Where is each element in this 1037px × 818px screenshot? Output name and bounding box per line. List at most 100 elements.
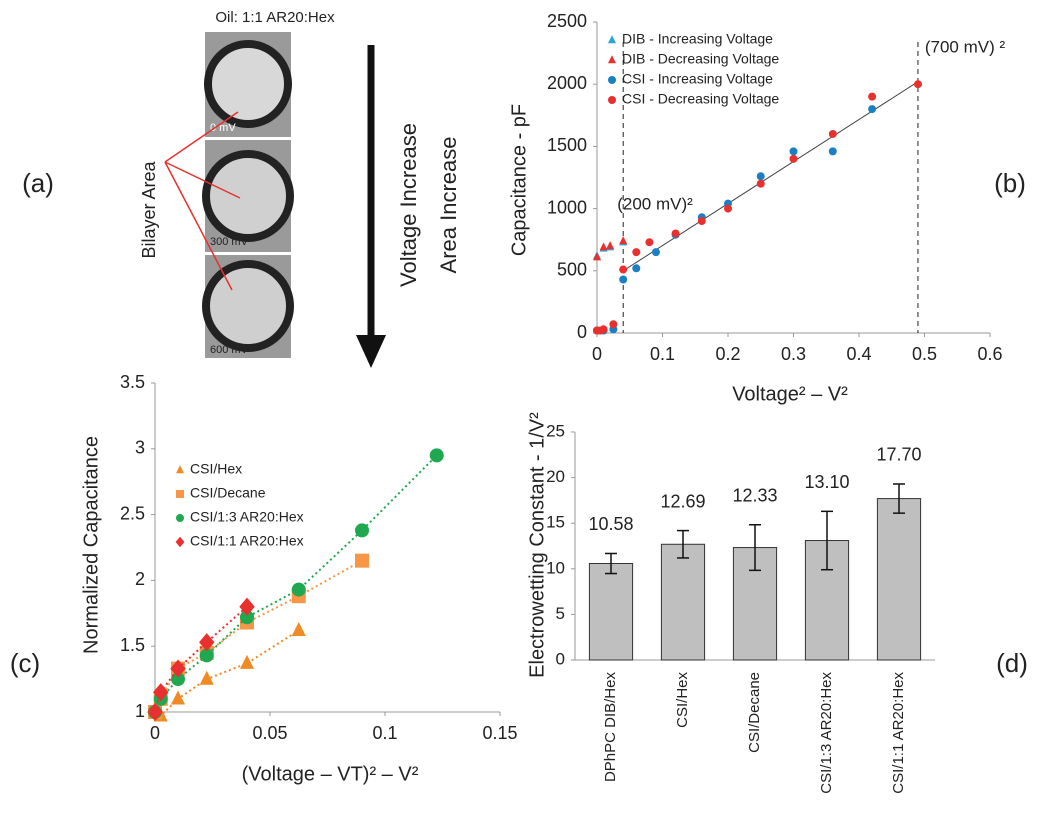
marker <box>355 553 369 568</box>
marker <box>608 76 616 84</box>
marker <box>355 523 369 538</box>
marker <box>240 654 254 669</box>
series-line <box>154 605 248 713</box>
y-tick-label: 10 <box>546 558 565 577</box>
marker <box>651 248 660 257</box>
fit-line <box>622 81 919 272</box>
x-axis-title: (Voltage – VT)² – V² <box>242 763 419 785</box>
marker <box>170 659 186 678</box>
bar <box>588 563 634 661</box>
marker <box>153 683 169 702</box>
series-line <box>154 454 438 713</box>
y-tick-label: 2000 <box>547 73 587 93</box>
y-axis-title: Normalized Capacitance <box>80 436 102 654</box>
y-tick-label: 1500 <box>547 135 587 155</box>
marker <box>756 179 765 188</box>
marker <box>606 241 615 250</box>
marker <box>171 672 185 687</box>
y-axis-title: Electrowetting Constant - 1/V² <box>526 412 548 678</box>
bar <box>660 543 706 661</box>
annotation: (700 mV) ² <box>925 37 1006 56</box>
marker <box>619 265 628 274</box>
marker <box>291 622 306 637</box>
marker <box>239 597 255 616</box>
x-tick-label: 0 <box>150 723 160 743</box>
x-tick-label: CSI/1:1 AR20:Hex <box>890 672 907 794</box>
series-line <box>154 559 363 713</box>
y-tick-label: 1.5 <box>120 635 145 655</box>
x-tick-label: 0.3 <box>781 344 806 364</box>
marker <box>913 80 922 89</box>
y-tick-label: 15 <box>546 513 565 532</box>
marker <box>176 514 184 522</box>
arrow-label: Voltage Increase <box>396 123 421 287</box>
legend-label: CSI/Decane <box>190 485 266 501</box>
marker <box>429 448 444 463</box>
x-tick-label: CSI/Decane <box>746 672 763 753</box>
marker <box>868 105 877 114</box>
image-label: 300 mV <box>210 236 249 248</box>
y-tick-label: 5 <box>556 604 565 623</box>
bar <box>876 498 922 661</box>
marker <box>608 35 616 44</box>
marker <box>599 242 608 251</box>
marker <box>724 204 732 213</box>
x-tick-label: 0.1 <box>650 344 675 364</box>
marker <box>175 536 185 548</box>
x-tick-label: DPhPC DIB/Hex <box>602 672 619 783</box>
droplet <box>204 40 292 128</box>
y-tick-label: 2 <box>135 569 145 589</box>
x-tick-label: 0 <box>592 344 602 364</box>
panel-title: Oil: 1:1 AR20:Hex <box>215 9 335 26</box>
legend-label: DIB - Increasing Voltage <box>622 31 773 47</box>
x-tick-label: CSI/1:3 AR20:Hex <box>818 672 835 794</box>
y-tick-label: 3.5 <box>120 372 145 392</box>
arrow-head <box>356 335 386 368</box>
marker <box>632 264 641 273</box>
image-label: 0 mV <box>210 122 236 134</box>
x-tick-label: 0.2 <box>715 344 740 364</box>
marker <box>291 582 306 597</box>
annotation: (200 mV)² <box>617 194 693 213</box>
marker <box>756 172 765 181</box>
x-tick-label: 0.1 <box>372 723 397 743</box>
y-tick-label: 1000 <box>547 197 587 217</box>
value-label: 12.69 <box>660 491 705 511</box>
marker <box>593 252 601 261</box>
marker <box>171 690 185 705</box>
value-label: 13.10 <box>804 472 849 492</box>
marker <box>868 92 877 101</box>
marker <box>199 670 214 685</box>
marker <box>608 96 616 104</box>
legend-label: CSI/1:1 AR20:Hex <box>190 533 304 549</box>
value-label: 12.33 <box>732 486 777 506</box>
y-tick-label: 0 <box>556 649 565 668</box>
panel-label: (b) <box>994 168 1026 198</box>
droplet <box>202 260 294 352</box>
marker <box>599 325 608 334</box>
y-tick-label: 0 <box>577 322 587 342</box>
x-tick-label: 0.4 <box>846 344 871 364</box>
image-label: 600 mV <box>210 344 249 356</box>
marker <box>789 147 798 156</box>
marker <box>671 229 680 238</box>
legend-label: DIB - Decreasing Voltage <box>622 51 779 67</box>
panel-label: (c) <box>10 648 40 678</box>
droplet <box>202 150 294 242</box>
marker <box>645 238 654 247</box>
y-tick-label: 2500 <box>547 11 587 31</box>
legend-label: CSI - Decreasing Voltage <box>622 91 779 107</box>
x-tick-label: CSI/Hex <box>674 672 691 728</box>
legend-label: CSI/1:3 AR20:Hex <box>190 509 304 525</box>
bar <box>804 540 850 661</box>
legend-label: CSI - Increasing Voltage <box>622 71 773 87</box>
marker <box>789 154 798 163</box>
marker <box>147 702 163 722</box>
y-tick-label: 20 <box>546 467 565 486</box>
marker <box>608 55 616 64</box>
marker <box>609 320 618 329</box>
marker <box>176 465 184 474</box>
pointer-arrows <box>164 111 241 291</box>
marker <box>828 129 837 138</box>
